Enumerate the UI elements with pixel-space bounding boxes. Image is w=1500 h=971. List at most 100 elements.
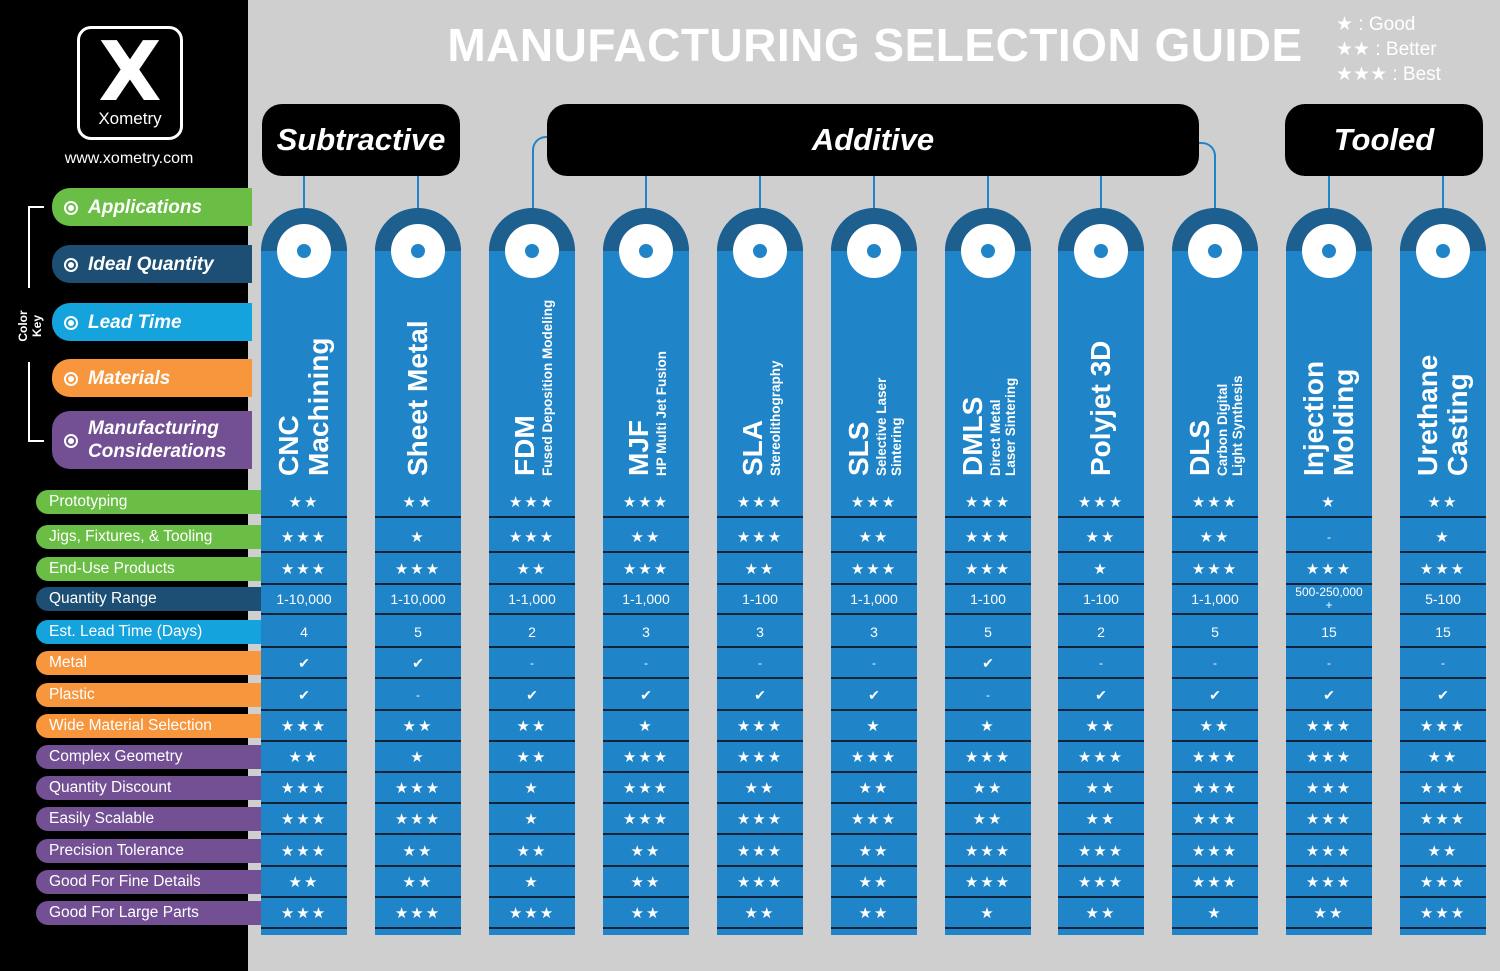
color-key-item: Applications (52, 188, 252, 226)
row-divider (831, 771, 917, 773)
process-column[interactable]: CNC Machining ★★ ★★★ ★★★ 1-10,000 4 ✔ ✔ ★★★ ★★ ★★★ ★… (261, 208, 347, 935)
process-column[interactable]: Polyjet 3D ★★★ ★★ ★ 1-100 2- ✔ ★★ ★★★ ★★ ★★ ★★★ ★★★ ★… (1058, 208, 1144, 935)
row-divider (375, 771, 461, 773)
table-cell: ★★ (1085, 528, 1117, 546)
check-icon: ✔ (982, 654, 994, 671)
process-title-text: Injection Molding (1298, 360, 1359, 476)
table-cell: ★★★ (1191, 493, 1239, 511)
table-cell: ★★ (402, 842, 434, 860)
table-cell: ★★ (1427, 842, 1459, 860)
table-cell: ★ (524, 779, 540, 797)
process-title-text: DMLS Direct Metal Laser Sintering (957, 378, 1018, 476)
process-name: Injection (1298, 360, 1329, 476)
ring-node-icon (1188, 224, 1242, 278)
row-divider (831, 677, 917, 679)
row-divider (603, 709, 689, 711)
ring-node-icon (1416, 224, 1470, 278)
process-column[interactable]: Injection Molding ★ - ★★★ 500-250,000+ 15- ✔ ★★★… (1286, 208, 1372, 935)
row-divider (375, 583, 461, 585)
row-divider (831, 865, 917, 867)
row-divider (1286, 833, 1372, 835)
table-cell: ★★★ (394, 779, 442, 797)
process-name: Casting (1442, 373, 1473, 476)
page-title: MANUFACTURING SELECTION GUIDE (447, 19, 1303, 71)
process-column[interactable]: FDM Fused Deposition Modeling ★★★ ★★★ ★★ 1-1,… (489, 208, 575, 935)
row-divider (261, 551, 347, 553)
table-cell: ★★★ (1305, 842, 1353, 860)
process-subtitle: Selective Laser (874, 377, 889, 476)
row-divider (375, 740, 461, 742)
table-cell: ★ (1207, 904, 1223, 922)
table-cell: ★★★ (394, 904, 442, 922)
row-label: Metal (36, 651, 262, 675)
row-divider (603, 833, 689, 835)
table-cell: ★ (1321, 493, 1337, 511)
process-subtitle: Light Synthesis (1230, 375, 1245, 476)
row-divider (603, 613, 689, 615)
ring-node-icon (277, 224, 331, 278)
table-cell: ★★★ (622, 810, 670, 828)
site-url[interactable]: www.xometry.com (64, 150, 194, 167)
row-divider (1172, 516, 1258, 518)
table-cell: ★★ (402, 493, 434, 511)
row-divider (489, 896, 575, 898)
row-divider (945, 709, 1031, 711)
table-cell: - (986, 687, 990, 702)
process-name: DMLS (957, 396, 988, 476)
row-divider (261, 740, 347, 742)
row-divider (489, 516, 575, 518)
table-cell: ★★★ (280, 717, 328, 735)
row-divider (1400, 583, 1486, 585)
table-cell: 1-1,000 (850, 590, 898, 607)
table-cell: 15 (1435, 623, 1451, 640)
table-cell: ★★ (1085, 904, 1117, 922)
row-divider (489, 802, 575, 804)
table-cell: ★ (524, 873, 540, 891)
table-cell: - (1327, 529, 1331, 544)
row-divider (1172, 771, 1258, 773)
process-column[interactable]: DLS Carbon Digital Light Synthesis ★★★ ★★ ★★★… (1172, 208, 1258, 935)
bullet-icon (64, 434, 78, 448)
row-divider (717, 740, 803, 742)
table-cell: ★★★ (736, 528, 784, 546)
row-divider (945, 927, 1031, 929)
row-divider (603, 927, 689, 929)
table-cell: ★★ (1085, 717, 1117, 735)
row-divider (1286, 865, 1372, 867)
row-divider (945, 833, 1031, 835)
table-cell: 5-100 (1425, 590, 1461, 607)
check-icon: ✔ (640, 686, 652, 703)
table-cell: - (1327, 655, 1331, 670)
row-label: Plastic (36, 683, 262, 707)
table-cell: ★★★ (736, 842, 784, 860)
process-name: MJF (622, 420, 654, 476)
check-icon: ✔ (298, 686, 310, 703)
process-column[interactable]: DMLS Direct Metal Laser Sintering ★★★ ★★★ ★★★… (945, 208, 1031, 935)
color-key-label-text: Applications (88, 196, 203, 218)
check-icon: ✔ (1323, 686, 1335, 703)
process-column[interactable]: SLA Stereolithography ★★★ ★★★ ★★ 1-100 3- ✔ ★★★ ★… (717, 208, 803, 935)
bullet-icon (64, 372, 78, 386)
process-column[interactable]: MJF HP Multi Jet Fusion ★★★ ★★ ★★★ 1-1,000 3- ✔… (603, 208, 689, 935)
row-divider (261, 677, 347, 679)
row-divider (489, 865, 575, 867)
process-column[interactable]: Sheet Metal ★★ ★ ★★★ 1-10,000 5 ✔ - ★★ ★ ★★★ ★★★ ★★ ★… (375, 208, 461, 935)
row-label: Quantity Discount (36, 776, 262, 800)
row-divider (831, 613, 917, 615)
row-label: Complex Geometry (36, 745, 262, 769)
process-column[interactable]: Urethane Casting ★★ ★ ★★★ 5-100 15- ✔ ★★★ ★★ ★★★ ★★… (1400, 208, 1486, 935)
table-cell: ★★★ (964, 748, 1012, 766)
row-divider (1058, 516, 1144, 518)
bullet-icon (64, 258, 78, 272)
row-divider (1058, 927, 1144, 929)
process-column[interactable]: SLS Selective Laser Sintering ★★★ ★★ ★★★ 1-1,0… (831, 208, 917, 935)
row-divider (1172, 551, 1258, 553)
table-cell: ★★ (630, 904, 662, 922)
xometry-logo[interactable]: X Xometry (77, 26, 183, 140)
table-cell: ★★ (516, 842, 548, 860)
table-cell: 2 (1097, 623, 1105, 640)
row-divider (1058, 613, 1144, 615)
row-divider (603, 583, 689, 585)
process-name: DLS (1184, 420, 1215, 476)
table-cell: ★★★ (1191, 810, 1239, 828)
